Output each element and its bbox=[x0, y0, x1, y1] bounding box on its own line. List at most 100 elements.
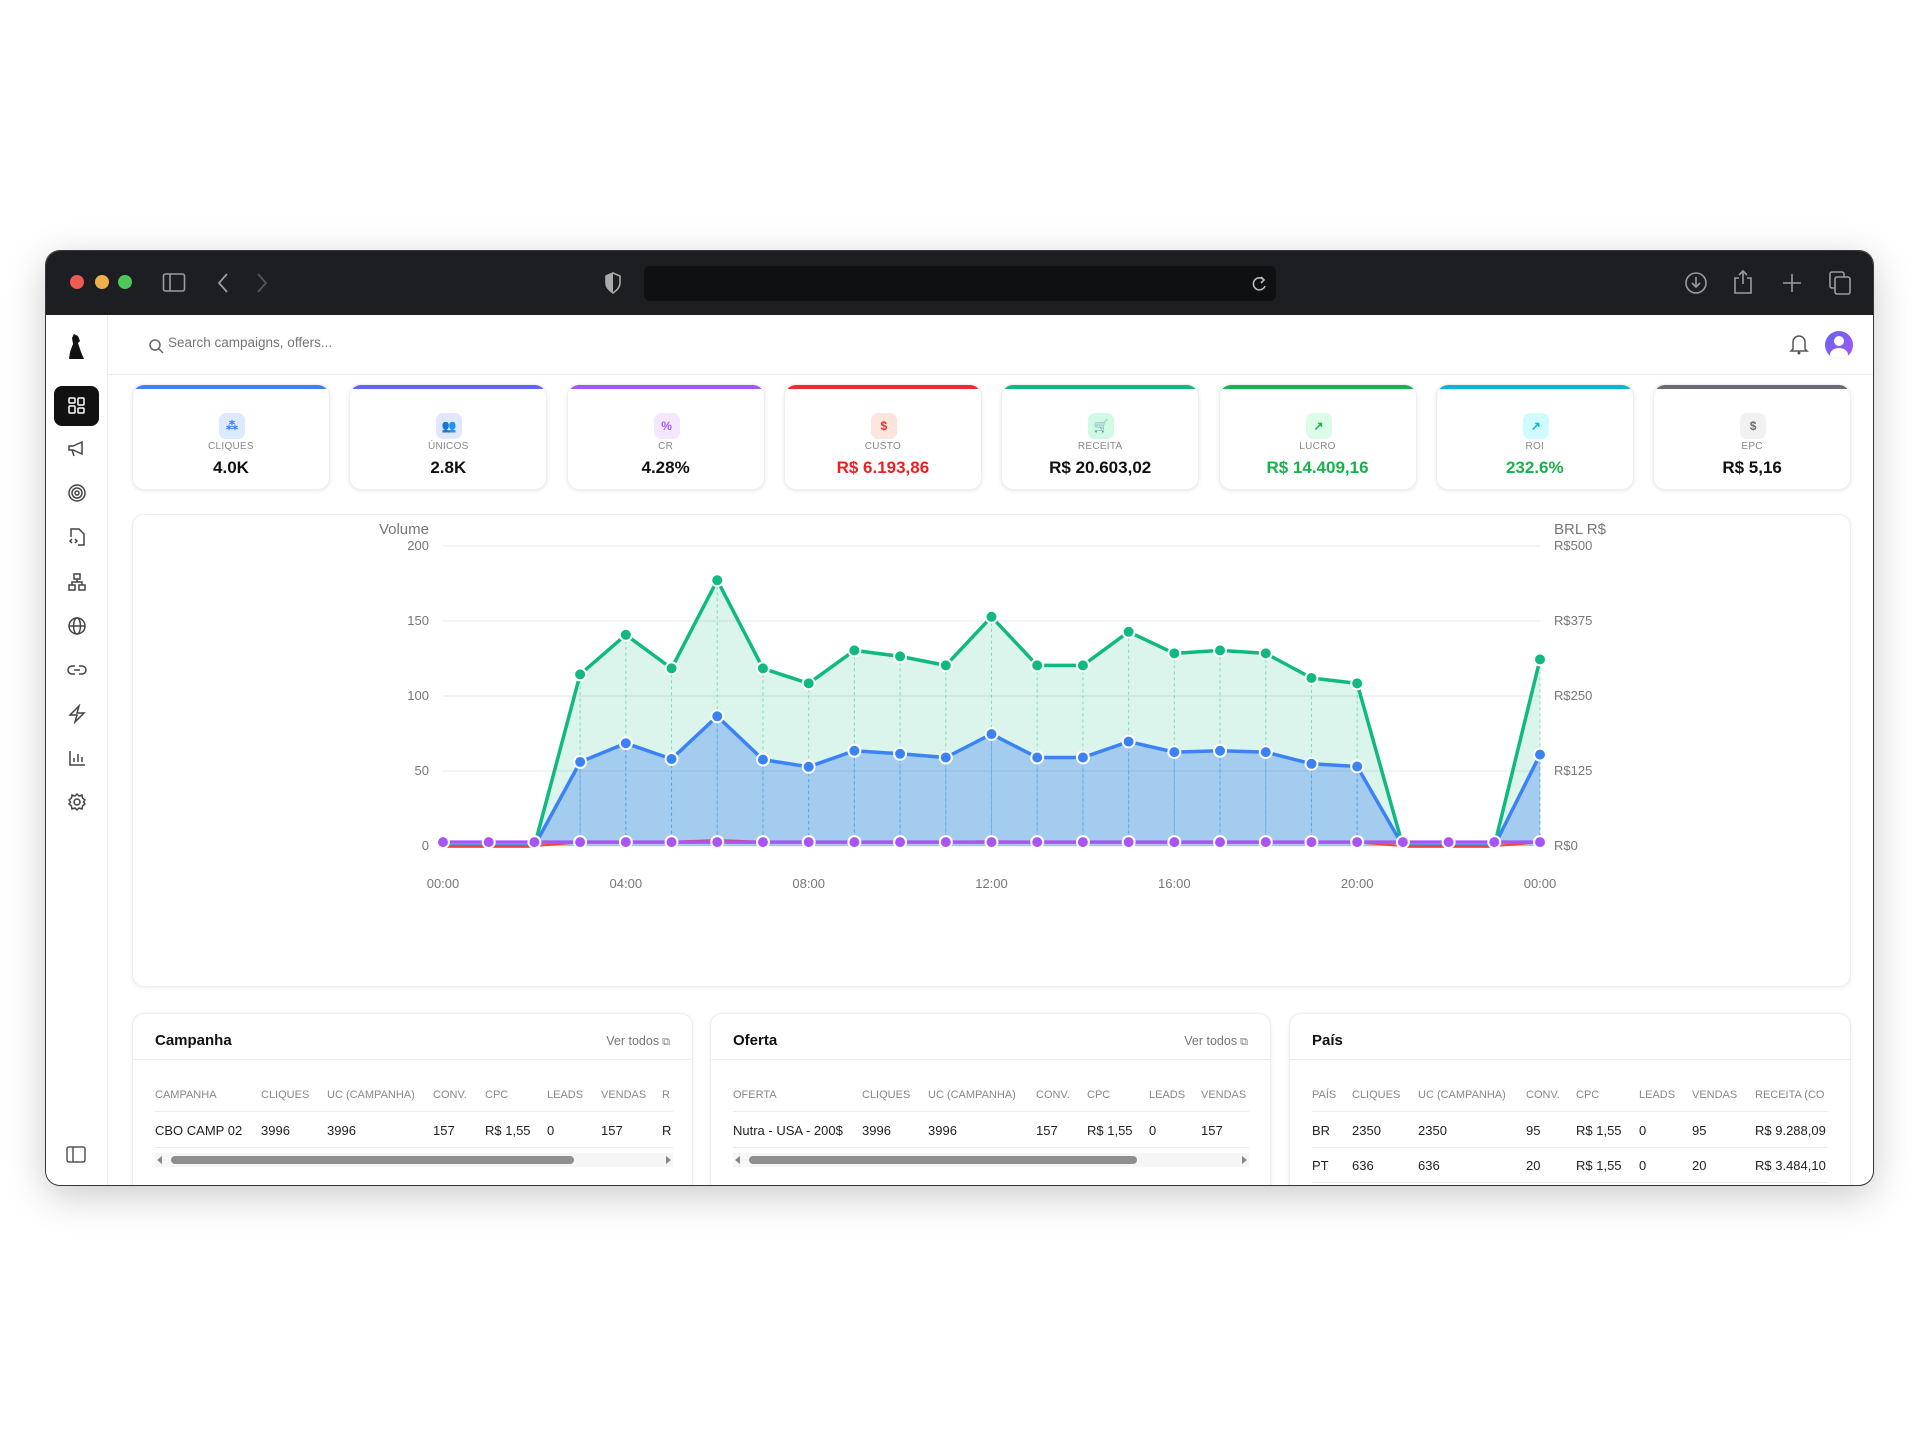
column-header[interactable]: CONV. bbox=[433, 1089, 467, 1101]
point-cliques[interactable] bbox=[1167, 745, 1182, 760]
column-header[interactable]: R bbox=[662, 1089, 670, 1101]
point-cr[interactable] bbox=[1121, 835, 1136, 850]
point-cr[interactable] bbox=[618, 835, 633, 850]
download-icon[interactable] bbox=[1684, 271, 1708, 295]
sidebar-item-landers[interactable] bbox=[54, 517, 99, 557]
point-cliques[interactable] bbox=[1121, 734, 1136, 749]
reload-icon[interactable] bbox=[1250, 274, 1268, 294]
point-receita[interactable] bbox=[893, 649, 908, 664]
point-cr[interactable] bbox=[710, 835, 725, 850]
sidebar-toggle-icon[interactable] bbox=[162, 272, 186, 294]
column-header[interactable]: CLIQUES bbox=[862, 1089, 911, 1101]
point-cliques[interactable] bbox=[1075, 750, 1090, 765]
maximize-window-button[interactable] bbox=[118, 275, 132, 289]
point-cr[interactable] bbox=[801, 835, 816, 850]
bell-icon[interactable] bbox=[1789, 333, 1809, 355]
point-receita[interactable] bbox=[801, 676, 816, 691]
point-cr[interactable] bbox=[938, 835, 953, 850]
column-header[interactable]: CPC bbox=[1087, 1089, 1111, 1101]
sidebar-item-networks[interactable] bbox=[54, 562, 99, 602]
point-receita[interactable] bbox=[1075, 658, 1090, 673]
column-header[interactable]: UC (CAMPANHA) bbox=[327, 1089, 415, 1101]
point-cliques[interactable] bbox=[573, 755, 588, 769]
point-cliques[interactable] bbox=[893, 746, 908, 761]
point-receita[interactable] bbox=[755, 661, 770, 676]
point-receita[interactable] bbox=[938, 658, 953, 673]
point-receita[interactable] bbox=[1350, 676, 1365, 691]
point-receita[interactable] bbox=[1258, 646, 1273, 661]
point-cr[interactable] bbox=[481, 835, 496, 850]
point-receita[interactable] bbox=[664, 661, 679, 676]
point-receita[interactable] bbox=[1533, 652, 1547, 667]
collapse-sidebar-icon[interactable] bbox=[66, 1146, 86, 1164]
scroll-right-arrow[interactable] bbox=[1242, 1156, 1247, 1164]
point-cliques[interactable] bbox=[1213, 743, 1228, 758]
address-bar[interactable] bbox=[644, 266, 1276, 301]
point-cliques[interactable] bbox=[1350, 759, 1365, 774]
point-cr[interactable] bbox=[847, 835, 862, 850]
scrollbar-thumb[interactable] bbox=[171, 1156, 574, 1164]
point-cr[interactable] bbox=[664, 835, 679, 850]
point-cliques[interactable] bbox=[801, 759, 816, 774]
avatar[interactable] bbox=[1825, 331, 1853, 359]
point-cr[interactable] bbox=[1304, 835, 1319, 850]
point-receita[interactable] bbox=[1304, 671, 1319, 685]
point-cr[interactable] bbox=[436, 835, 450, 850]
point-cr[interactable] bbox=[755, 835, 770, 850]
point-receita[interactable] bbox=[1167, 646, 1182, 661]
column-header[interactable]: UC (CAMPANHA) bbox=[1418, 1089, 1506, 1101]
column-header[interactable]: PAÍS bbox=[1312, 1089, 1337, 1101]
point-cr[interactable] bbox=[893, 835, 908, 850]
column-header[interactable]: OFERTA bbox=[733, 1089, 777, 1101]
column-header[interactable]: CONV. bbox=[1526, 1089, 1560, 1101]
point-cliques[interactable] bbox=[1533, 747, 1547, 762]
sidebar-item-targets[interactable] bbox=[54, 473, 99, 513]
point-cr[interactable] bbox=[527, 835, 542, 850]
tabs-overview-icon[interactable] bbox=[1828, 270, 1852, 296]
sidebar-item-domains[interactable] bbox=[54, 606, 99, 646]
point-cliques[interactable] bbox=[664, 752, 679, 766]
point-cliques[interactable] bbox=[755, 752, 770, 767]
horizontal-scrollbar[interactable] bbox=[155, 1153, 673, 1167]
column-header[interactable]: LEADS bbox=[547, 1089, 584, 1101]
close-window-button[interactable] bbox=[70, 275, 84, 289]
column-header[interactable]: RECEITA (CO bbox=[1755, 1089, 1825, 1101]
point-cr[interactable] bbox=[1213, 835, 1228, 850]
forward-icon[interactable] bbox=[255, 272, 269, 294]
column-header[interactable]: LEADS bbox=[1639, 1089, 1676, 1101]
scroll-left-arrow[interactable] bbox=[157, 1156, 162, 1164]
point-cr[interactable] bbox=[1258, 835, 1273, 850]
point-cr[interactable] bbox=[573, 835, 588, 850]
point-cliques[interactable] bbox=[710, 709, 725, 724]
point-cr[interactable] bbox=[1441, 835, 1456, 850]
view-all-link[interactable]: Ver todos ⧉ bbox=[606, 1034, 670, 1049]
sidebar-item-automations[interactable] bbox=[54, 694, 99, 734]
point-cliques[interactable] bbox=[1304, 756, 1319, 771]
share-icon[interactable] bbox=[1732, 269, 1754, 295]
point-cr[interactable] bbox=[1075, 835, 1090, 850]
scroll-left-arrow[interactable] bbox=[735, 1156, 740, 1164]
column-header[interactable]: VENDAS bbox=[601, 1089, 647, 1101]
column-header[interactable]: CAMPANHA bbox=[155, 1089, 217, 1101]
point-cr[interactable] bbox=[1487, 835, 1502, 850]
point-receita[interactable] bbox=[710, 573, 725, 588]
point-receita[interactable] bbox=[1121, 624, 1136, 639]
view-all-link[interactable]: Ver todos ⧉ bbox=[1184, 1034, 1248, 1049]
search-input[interactable] bbox=[168, 335, 568, 350]
horizontal-scrollbar[interactable] bbox=[733, 1153, 1249, 1167]
point-cliques[interactable] bbox=[847, 743, 862, 758]
sidebar-item-reports[interactable] bbox=[54, 738, 99, 778]
point-cr[interactable] bbox=[1533, 835, 1547, 850]
point-cliques[interactable] bbox=[984, 727, 999, 742]
point-receita[interactable] bbox=[618, 627, 633, 642]
column-header[interactable]: CPC bbox=[485, 1089, 509, 1101]
column-header[interactable]: CLIQUES bbox=[261, 1089, 310, 1101]
point-cliques[interactable] bbox=[1030, 750, 1045, 765]
new-tab-icon[interactable] bbox=[1781, 272, 1803, 294]
column-header[interactable]: VENDAS bbox=[1201, 1089, 1247, 1101]
point-cr[interactable] bbox=[1030, 835, 1045, 850]
minimize-window-button[interactable] bbox=[95, 275, 109, 289]
point-cr[interactable] bbox=[984, 835, 999, 850]
point-receita[interactable] bbox=[1030, 658, 1045, 673]
column-header[interactable]: UC (CAMPANHA) bbox=[928, 1089, 1016, 1101]
